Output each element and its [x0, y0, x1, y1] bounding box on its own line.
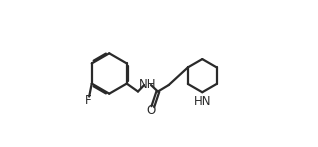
- Text: NH: NH: [139, 78, 156, 91]
- Text: HN: HN: [194, 95, 211, 108]
- Text: O: O: [147, 104, 156, 117]
- Text: F: F: [85, 94, 92, 107]
